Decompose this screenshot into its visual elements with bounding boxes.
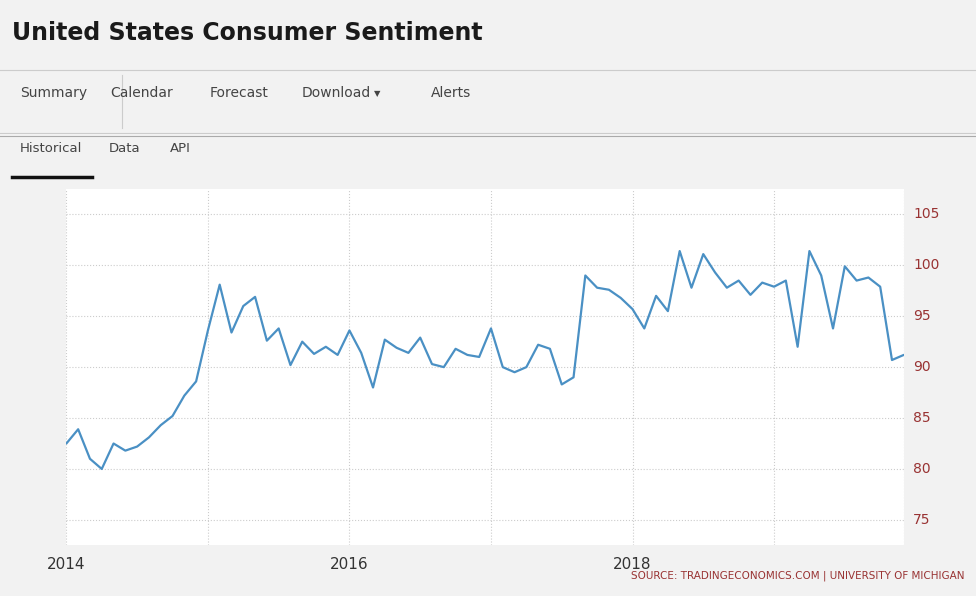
Text: Historical: Historical	[20, 142, 82, 155]
Text: United States Consumer Sentiment: United States Consumer Sentiment	[12, 21, 482, 45]
Text: Download: Download	[303, 86, 371, 101]
Text: 80: 80	[914, 462, 931, 476]
Text: API: API	[170, 142, 191, 155]
Text: 105: 105	[914, 207, 940, 221]
Text: 90: 90	[914, 360, 931, 374]
Text: Forecast: Forecast	[210, 86, 268, 101]
Text: 85: 85	[914, 411, 931, 425]
Text: 100: 100	[914, 258, 940, 272]
Text: Data: Data	[109, 142, 141, 155]
Text: ▼: ▼	[374, 89, 381, 98]
Text: 95: 95	[914, 309, 931, 323]
Text: 75: 75	[914, 513, 931, 527]
Text: Alerts: Alerts	[430, 86, 471, 101]
Text: Calendar: Calendar	[110, 86, 173, 101]
Text: SOURCE: TRADINGECONOMICS.COM | UNIVERSITY OF MICHIGAN: SOURCE: TRADINGECONOMICS.COM | UNIVERSIT…	[630, 570, 964, 581]
Text: Summary: Summary	[20, 86, 87, 101]
